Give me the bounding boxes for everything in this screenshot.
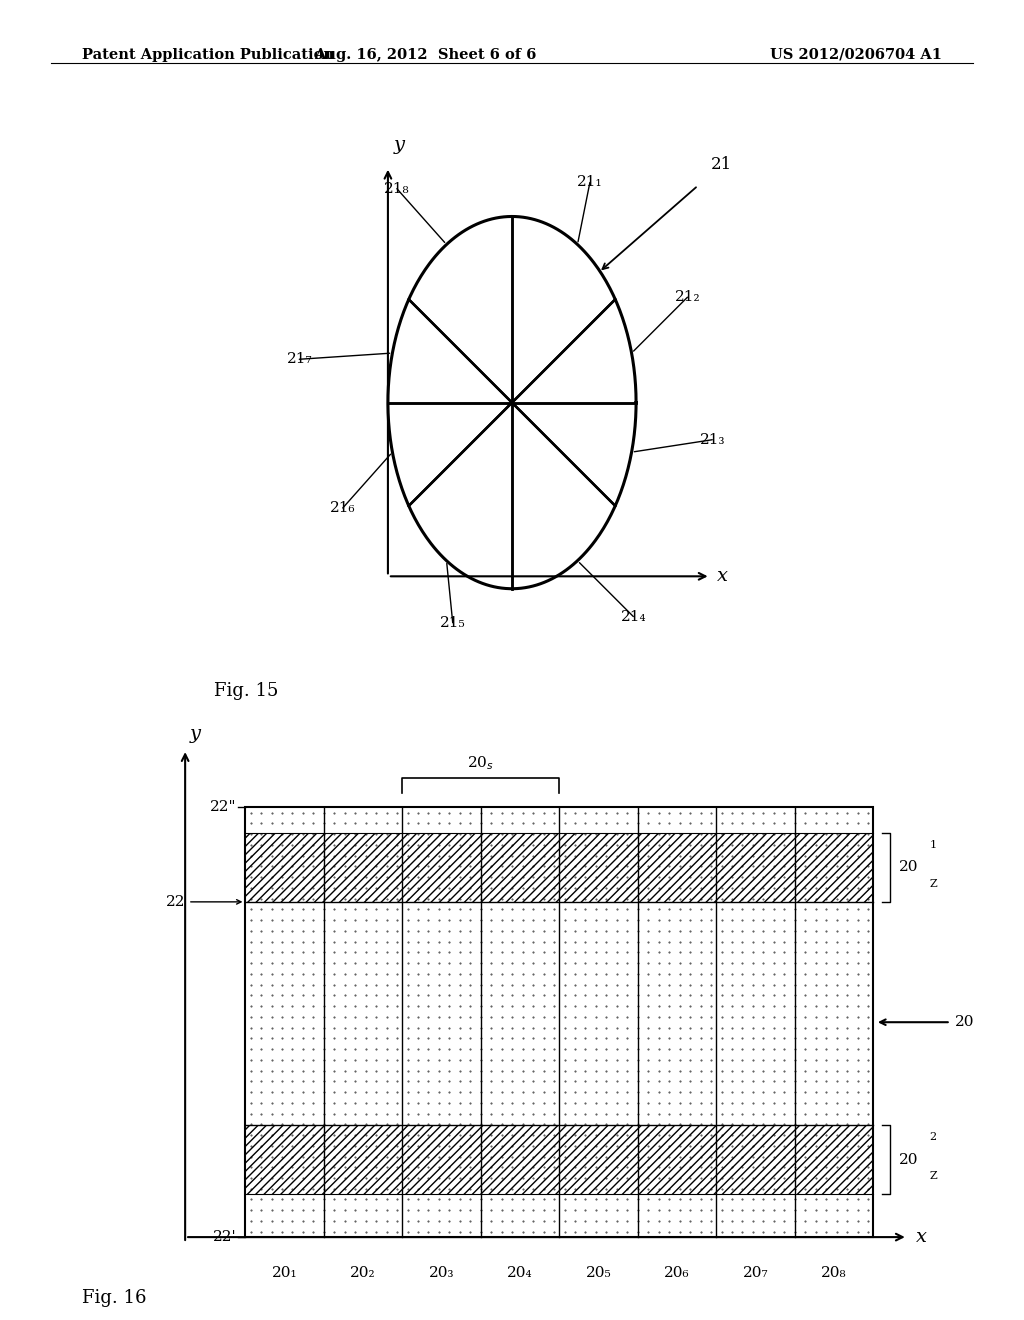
Bar <box>795 1126 873 1195</box>
Text: 20₇: 20₇ <box>742 1266 768 1280</box>
Text: x: x <box>916 1228 928 1246</box>
Text: 22': 22' <box>213 1230 237 1245</box>
Bar <box>638 833 716 902</box>
Text: 20$_s$: 20$_s$ <box>467 755 495 772</box>
Text: Z: Z <box>929 1171 937 1181</box>
Text: 20₈: 20₈ <box>821 1266 847 1280</box>
Bar <box>481 1126 559 1195</box>
Text: 20₄: 20₄ <box>507 1266 532 1280</box>
Text: 20₁: 20₁ <box>271 1266 297 1280</box>
Bar <box>246 833 324 902</box>
Text: 20: 20 <box>955 1015 975 1030</box>
Text: 22: 22 <box>166 895 241 909</box>
Bar <box>402 1126 481 1195</box>
Text: 21₃: 21₃ <box>699 433 725 446</box>
Bar <box>324 1126 402 1195</box>
Text: 20: 20 <box>899 1152 919 1167</box>
Text: 21₁: 21₁ <box>578 176 603 190</box>
Bar <box>559 1126 638 1195</box>
Text: Z: Z <box>929 879 937 890</box>
Bar <box>246 808 873 1237</box>
Text: 21₂: 21₂ <box>675 290 700 304</box>
Text: 20: 20 <box>899 861 919 874</box>
Text: 20₅: 20₅ <box>586 1266 611 1280</box>
Bar <box>717 1126 795 1195</box>
Text: 21₈: 21₈ <box>384 182 410 195</box>
Text: y: y <box>189 726 201 743</box>
Bar <box>481 833 559 902</box>
Text: 21₇: 21₇ <box>287 352 312 366</box>
Bar <box>795 833 873 902</box>
Text: 20₆: 20₆ <box>665 1266 690 1280</box>
Text: 22": 22" <box>210 800 237 814</box>
Bar <box>559 833 638 902</box>
Text: Aug. 16, 2012  Sheet 6 of 6: Aug. 16, 2012 Sheet 6 of 6 <box>313 48 537 62</box>
Text: 21₅: 21₅ <box>440 615 466 630</box>
Bar <box>402 833 481 902</box>
Text: 21₄: 21₄ <box>621 610 646 623</box>
Text: US 2012/0206704 A1: US 2012/0206704 A1 <box>770 48 942 62</box>
Text: Fig. 15: Fig. 15 <box>214 682 279 701</box>
Text: Patent Application Publication: Patent Application Publication <box>82 48 334 62</box>
Bar <box>717 833 795 902</box>
Text: 21₆: 21₆ <box>330 502 355 515</box>
Bar <box>324 833 402 902</box>
Text: 20₂: 20₂ <box>350 1266 376 1280</box>
Text: 20₃: 20₃ <box>429 1266 455 1280</box>
Text: 21: 21 <box>711 156 732 173</box>
Bar <box>246 1126 324 1195</box>
Text: y: y <box>394 136 406 154</box>
Text: 1: 1 <box>929 840 936 850</box>
Text: Fig. 16: Fig. 16 <box>82 1288 146 1307</box>
Text: x: x <box>717 568 728 585</box>
Bar <box>638 1126 716 1195</box>
Text: 2: 2 <box>929 1133 936 1142</box>
